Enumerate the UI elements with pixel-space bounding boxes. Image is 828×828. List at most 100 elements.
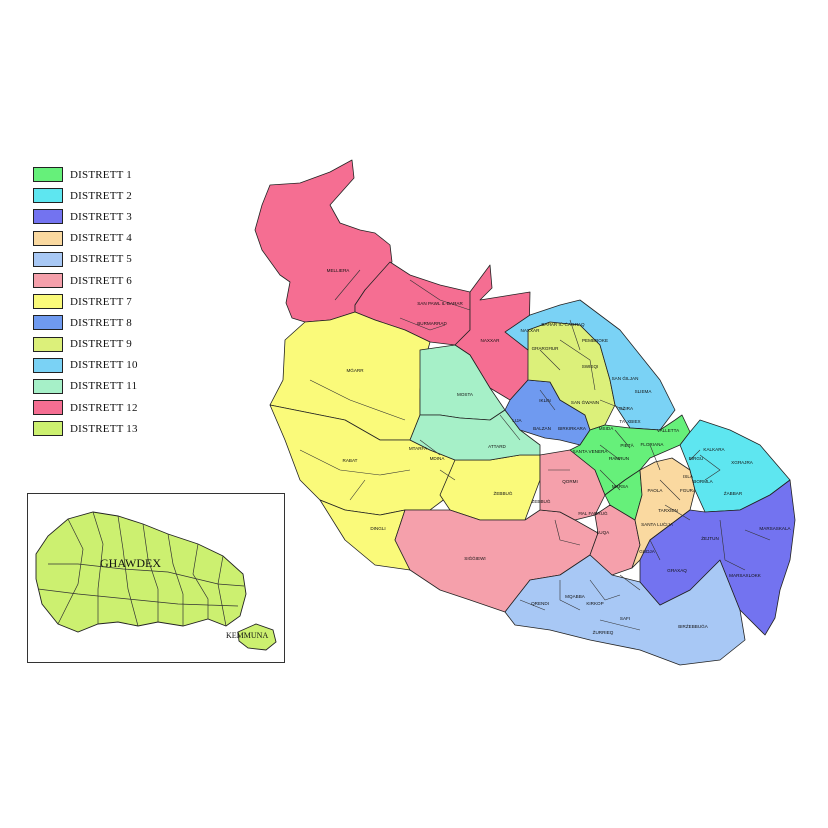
legend-swatch <box>33 336 63 352</box>
label-floriana: FLORIANA <box>641 442 665 447</box>
legend-swatch <box>33 188 63 204</box>
label-tarxien: TARXIEN <box>658 508 678 513</box>
label-san-gwann: SAN ĠWANN <box>571 399 599 405</box>
label-qormi: QORMI <box>562 479 578 484</box>
legend-swatch <box>33 378 63 394</box>
label-zebbug: ŻEBBUĠ <box>494 490 513 496</box>
label-safi: SAFI <box>620 616 630 621</box>
label-bormla: BORMLA <box>693 479 713 484</box>
gozo-label: GHAWDEX <box>100 556 162 570</box>
label-valletta: VALLETTA <box>657 428 680 433</box>
region-comino <box>237 623 277 651</box>
label-iklin: IKLIN <box>539 398 551 403</box>
legend-item: DISTRETT 6 <box>33 270 138 291</box>
legend-label: DISTRETT 3 <box>70 210 132 223</box>
legend-item: DISTRETT 13 <box>33 418 138 439</box>
legend-item: DISTRETT 11 <box>33 376 138 397</box>
label-santa-lucija: SANTA LUĊIJA <box>641 521 674 527</box>
label-pembroke: PEMBROKE <box>582 338 608 343</box>
legend-label: DISTRETT 2 <box>70 189 132 202</box>
legend-swatch <box>33 209 63 225</box>
legend-swatch <box>33 294 63 310</box>
label-siggiewi: SIĠĠIEWI <box>464 555 485 561</box>
legend-item: DISTRETT 9 <box>33 334 138 355</box>
comino-label: KEMMUNA <box>226 631 269 640</box>
label-gudja: GUDJA <box>639 549 656 554</box>
label-balzan: BALZAN <box>533 426 551 431</box>
region-san-pawl-il-bahar <box>354 261 471 346</box>
legend-swatch <box>33 251 63 267</box>
legend-item: DISTRETT 8 <box>33 312 138 333</box>
legend-swatch <box>33 167 63 183</box>
region-attard <box>409 409 541 461</box>
label-xghajra: XGĦAJRA <box>731 460 754 465</box>
label-san-pawl: SAN PAWL IL-BAĦAR <box>417 301 463 306</box>
label-birgu: BIRGU <box>689 456 704 461</box>
label-kalkara: KALKARA <box>703 447 725 452</box>
label-ghaxaq: GĦAXAQ <box>667 568 687 573</box>
label-swieqi: SWIEQI <box>582 364 599 369</box>
label-hamrun: ĦAMRUN <box>609 456 629 461</box>
legend-item: DISTRETT 10 <box>33 355 138 376</box>
label-fgura: FGURA <box>680 488 697 493</box>
label-marsa: MARSA <box>612 484 629 489</box>
legend-label: DISTRETT 1 <box>70 168 132 181</box>
label-zebbug-east: ŻEBBUĠ <box>532 498 551 504</box>
label-birkirkara: BIRKIRKARA <box>558 426 587 431</box>
gozo-inset-map: GHAWDEX KEMMUNA <box>27 493 285 663</box>
label-mqabba: MQABBA <box>565 594 586 599</box>
legend-swatch <box>33 421 63 437</box>
gozo-council-boundaries <box>37 511 245 627</box>
label-naxxar: NAXXAR <box>481 338 501 343</box>
label-mtarfa: MTARFA <box>409 446 428 451</box>
label-sliema: SLIEMA <box>635 389 653 394</box>
label-attard: ATTARD <box>488 444 506 449</box>
legend-label: DISTRETT 9 <box>70 338 132 351</box>
label-naxxar-north: NAXXAR <box>521 328 541 333</box>
label-luqa: LUQA <box>597 530 610 535</box>
label-san-giljan: SAN ĠILJAN <box>612 375 639 381</box>
label-marsaskala: MARSASKALA <box>759 526 791 531</box>
region-zejtun <box>639 479 796 636</box>
region-gozo <box>35 511 247 633</box>
label-gzira: GŻIRA <box>619 405 634 411</box>
legend-label: DISTRETT 4 <box>70 232 132 245</box>
label-rabat: RABAT <box>343 458 358 463</box>
label-gharghur: GĦARGĦUR <box>532 346 559 351</box>
legend-item: DISTRETT 2 <box>33 185 138 206</box>
region-zebbug <box>439 454 541 521</box>
label-zurrieq: ŻURRIEQ <box>593 629 614 635</box>
legend-item: DISTRETT 1 <box>33 164 138 185</box>
label-mdina: MDINA <box>430 456 446 461</box>
label-zabbar: ŻABBAR <box>724 490 743 496</box>
legend-label: DISTRETT 8 <box>70 316 132 329</box>
label-isla: ISLA <box>683 474 694 479</box>
label-ta-xbiex: TA' XBIEX <box>619 419 640 424</box>
legend-label: DISTRETT 5 <box>70 253 132 266</box>
council-boundaries <box>299 269 771 631</box>
legend-item: DISTRETT 3 <box>33 206 138 227</box>
label-birzebbuga: BIRŻEBBUĠA <box>678 623 709 629</box>
legend-swatch <box>33 230 63 246</box>
label-burmarrad: BURMARRAD <box>417 321 447 326</box>
label-paola: PAOLA <box>648 488 664 493</box>
label-mgarr: MĠARR <box>346 367 364 373</box>
legend-label: DISTRETT 12 <box>70 401 138 414</box>
label-lija: LIJA <box>512 418 522 423</box>
label-santa-venera: SANTA VENERA <box>573 449 609 454</box>
label-mosta: MOSTA <box>457 392 474 397</box>
legend-swatch <box>33 400 63 416</box>
legend-label: DISTRETT 10 <box>70 359 138 372</box>
label-mellieha: MELLIEĦA <box>327 268 351 273</box>
legend-swatch <box>33 273 63 289</box>
map-legend: DISTRETT 1 DISTRETT 2 DISTRETT 3 DISTRETT 4… <box>33 164 138 439</box>
legend-item: DISTRETT 5 <box>33 249 138 270</box>
label-zejtun: ŻEJTUN <box>701 535 719 541</box>
label-hal-farrug: ĦAL FARRUĠ <box>578 510 608 516</box>
label-bahar-ic-caghaq: BAĦAR IĊ-ĊAGĦAQ <box>541 321 585 327</box>
legend-item: DISTRETT 4 <box>33 228 138 249</box>
label-qrendi: QRENDI <box>531 601 549 606</box>
legend-swatch <box>33 315 63 331</box>
gozo-inset-svg <box>35 511 277 651</box>
